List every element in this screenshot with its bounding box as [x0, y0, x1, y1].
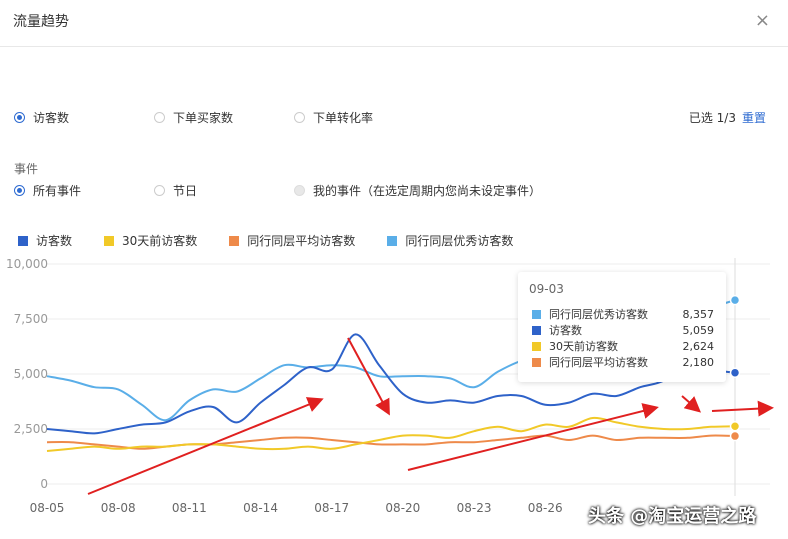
annotation-arrow	[407, 403, 659, 471]
series-line	[46, 333, 736, 435]
reset-link[interactable]: 重置	[741, 111, 766, 125]
metric-option-buyers[interactable]: 下单买家数	[154, 109, 233, 126]
y-tick-label: 10,000	[6, 257, 48, 271]
x-tick-label: 08-05	[30, 501, 65, 515]
legend-label: 同行同层优秀访客数	[405, 234, 514, 248]
tooltip-row: 同行同层平均访客数 2,180	[532, 354, 714, 370]
metric-option-visitors[interactable]: 访客数	[14, 109, 69, 126]
x-tick-label: 08-20	[385, 501, 420, 515]
selection-summary: 已选 1/3 重置	[689, 109, 766, 126]
metric-option-conversion[interactable]: 下单转化率	[294, 109, 373, 126]
radio-icon[interactable]	[154, 185, 165, 196]
tooltip-swatch-2	[532, 341, 541, 351]
radio-icon[interactable]	[14, 112, 25, 123]
dialog-header: 流量趋势 ×	[0, 0, 788, 47]
tooltip-date: 09-03	[529, 282, 564, 296]
x-tick-label: 08-08	[101, 501, 136, 515]
annotation-arrow	[87, 397, 324, 495]
annotation-arrow	[711, 400, 774, 417]
events-section-label: 事件	[14, 162, 39, 176]
event-option-mine: 我的事件（在选定周期内您尚未设定事件）	[294, 182, 541, 199]
annotation-arrow	[681, 395, 702, 413]
x-tick-label: 08-17	[314, 501, 349, 515]
tooltip-row: 30天前访客数 2,624	[532, 338, 714, 354]
radio-icon[interactable]	[154, 112, 165, 123]
x-tick-label: 08-14	[243, 501, 278, 515]
close-icon[interactable]: ×	[754, 10, 770, 31]
tooltip-value: 5,059	[682, 323, 715, 337]
tooltip-swatch-1	[532, 325, 541, 335]
legend-label: 30天前访客数	[122, 234, 198, 248]
series-point	[729, 430, 741, 442]
event-option-holiday[interactable]: 节日	[154, 182, 197, 199]
series-point	[729, 294, 741, 306]
annotation-arrow	[347, 337, 390, 416]
legend-item[interactable]: 同行同层优秀访客数	[387, 232, 513, 249]
legend-item[interactable]: 访客数	[18, 232, 72, 249]
tooltip-name: 30天前访客数	[549, 340, 618, 353]
tooltip-row: 访客数 5,059	[532, 322, 714, 338]
y-tick-label: 5,000	[14, 367, 48, 381]
x-tick-label: 08-23	[457, 501, 492, 515]
series-line	[46, 416, 736, 452]
series-point	[729, 421, 741, 432]
legend-item[interactable]: 同行同层平均访客数	[229, 232, 355, 249]
legend-item[interactable]: 30天前访客数	[104, 232, 197, 249]
x-tick-label: 08-26	[528, 501, 563, 515]
metric-label: 下单转化率	[313, 111, 374, 125]
legend-swatch-0	[18, 235, 28, 246]
chart-tooltip: 09-03 同行同层优秀访客数 8,357 访客数 5,059 30天前访客数 2,6…	[518, 272, 726, 382]
y-tick-label: 2,500	[14, 422, 48, 436]
radio-icon[interactable]	[14, 185, 25, 196]
y-tick-label: 7,500	[14, 312, 48, 326]
legend-label: 同行同层平均访客数	[247, 234, 356, 248]
chart-legend: 访客数 30天前访客数 同行同层平均访客数 同行同层优秀访客数	[18, 232, 545, 249]
selected-count: 已选 1/3	[688, 111, 736, 125]
event-label: 我的事件（在选定周期内您尚未设定事件）	[313, 184, 542, 198]
event-option-all[interactable]: 所有事件	[14, 182, 81, 199]
event-label: 节日	[173, 184, 198, 198]
y-tick-label: 0	[40, 477, 48, 491]
legend-swatch-3	[387, 235, 398, 246]
tooltip-value: 2,180	[682, 355, 715, 369]
legend-swatch-1	[104, 235, 115, 246]
tooltip-value: 8,357	[682, 307, 715, 321]
watermark: 头条 @淘宝运营之路	[588, 506, 757, 527]
metric-label: 下单买家数	[173, 111, 234, 125]
tooltip-value: 2,624	[682, 339, 715, 353]
series-point	[729, 367, 741, 378]
tooltip-name: 同行同层优秀访客数	[549, 308, 648, 321]
radio-icon	[294, 185, 305, 196]
tooltip-swatch-0	[532, 309, 541, 319]
legend-swatch-2	[229, 235, 240, 246]
metric-label: 访客数	[33, 111, 70, 125]
tooltip-row: 同行同层优秀访客数 8,357	[532, 306, 714, 322]
event-label: 所有事件	[33, 184, 82, 198]
tooltip-swatch-3	[532, 357, 541, 367]
tooltip-name: 访客数	[549, 324, 582, 337]
radio-icon[interactable]	[294, 112, 305, 123]
dialog-title: 流量趋势	[13, 14, 69, 30]
x-tick-label: 08-11	[172, 501, 207, 515]
tooltip-name: 同行同层平均访客数	[549, 356, 648, 369]
legend-label: 访客数	[36, 234, 73, 248]
